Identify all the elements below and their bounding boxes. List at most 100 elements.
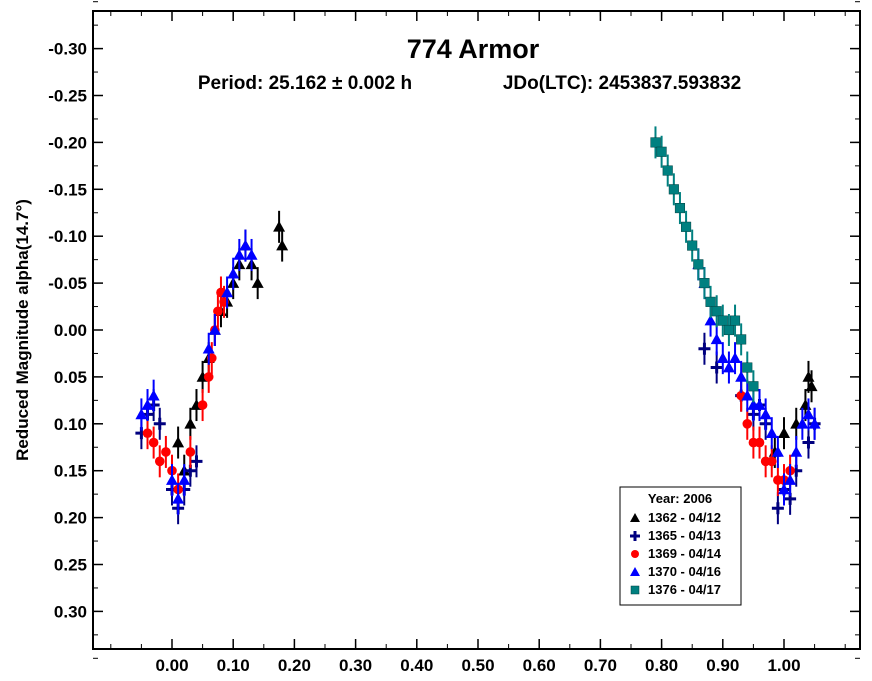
- x-tick-label: 0.50: [461, 656, 494, 675]
- data-point: [716, 352, 729, 363]
- series-4: [135, 229, 821, 515]
- data-point: [251, 277, 264, 288]
- data-point: [754, 437, 765, 448]
- y-tick-label: 0.05: [54, 368, 87, 387]
- data-point: [656, 146, 667, 157]
- data-point: [148, 437, 159, 448]
- data-point: [736, 334, 747, 345]
- legend-marker: [630, 513, 640, 522]
- data-point: [141, 399, 154, 410]
- x-tick-label: 0.80: [645, 656, 678, 675]
- data-point: [771, 502, 784, 515]
- y-tick-label: 0.25: [54, 556, 87, 575]
- data-point: [202, 342, 215, 354]
- data-point: [805, 380, 818, 392]
- data-point: [213, 306, 223, 317]
- data-point: [705, 296, 716, 307]
- data-point: [710, 333, 723, 345]
- data-point: [185, 447, 196, 457]
- data-point: [799, 399, 812, 410]
- legend-box: [619, 486, 742, 606]
- data-point: [245, 248, 258, 260]
- data-point: [802, 370, 815, 382]
- x-tick-label: 0.70: [584, 656, 617, 675]
- data-point: [693, 259, 704, 270]
- data-point: [239, 239, 252, 251]
- data-point: [742, 419, 753, 429]
- legend-entry-label: 1365 - 04/13: [648, 528, 721, 543]
- data-point: [741, 389, 754, 401]
- legend: Year: 2006 1362 - 04/12 1365 - 04/13 1369 -…: [619, 486, 742, 606]
- data-point: [808, 417, 821, 429]
- y-tick-label: 0.20: [54, 509, 87, 528]
- data-point: [197, 400, 208, 410]
- data-point: [178, 474, 191, 485]
- legend-entry-label: 1376 - 04/17: [648, 582, 721, 597]
- y-tick-label: -0.30: [48, 40, 87, 59]
- data-point: [135, 408, 148, 420]
- data-point: [729, 352, 742, 363]
- data-point: [771, 445, 784, 457]
- data-point: [778, 483, 790, 495]
- y-tick-label: 0.10: [54, 415, 87, 434]
- data-point: [699, 278, 710, 289]
- legend-entry-label: 1362 - 04/12: [648, 510, 721, 525]
- data-point: [674, 203, 686, 214]
- data-point: [784, 474, 797, 485]
- y-tick-label: 0.15: [54, 462, 87, 481]
- data-point: [766, 456, 777, 467]
- data-point: [203, 372, 214, 382]
- data-point: [161, 447, 171, 457]
- data-point: [729, 315, 741, 326]
- x-tick-label: 0.90: [706, 656, 739, 675]
- y-axis-label: Reduced Magnitude alpha(14.7°): [13, 199, 32, 461]
- data-point: [184, 417, 197, 429]
- data-point: [711, 306, 722, 317]
- data-point: [765, 427, 778, 438]
- data-point: [722, 361, 735, 373]
- x-tick-label: 0.00: [155, 656, 188, 675]
- x-tick-label: 1.00: [767, 656, 800, 675]
- y-tick-label: 0.00: [54, 321, 87, 340]
- data-point: [668, 184, 679, 195]
- data-point: [208, 324, 221, 335]
- data-point: [276, 239, 289, 251]
- y-tick-label: -0.05: [48, 274, 87, 293]
- data-point: [742, 362, 753, 373]
- data-point: [704, 314, 717, 326]
- data-point: [227, 267, 240, 279]
- data-point: [142, 428, 153, 438]
- data-point: [153, 417, 166, 430]
- data-point: [687, 240, 698, 251]
- series-3: [142, 276, 795, 506]
- data-point: [759, 408, 772, 420]
- x-tick-label: 0.10: [217, 656, 250, 675]
- data-point: [735, 370, 748, 382]
- x-tick-label: 0.30: [339, 656, 372, 675]
- x-tick-label: 0.40: [400, 656, 433, 675]
- data-point: [723, 324, 734, 336]
- x-tick-label: 0.20: [278, 656, 311, 675]
- x-tick-label: 0.60: [523, 656, 556, 675]
- data-point: [650, 137, 661, 148]
- y-tick-label: 0.30: [54, 602, 87, 621]
- data-point: [802, 436, 815, 449]
- data-point: [790, 445, 803, 457]
- chart-title: 774 Armor: [407, 34, 540, 64]
- y-tick-label: -0.10: [48, 227, 87, 246]
- epoch-subtitle: JDo(LTC): 2453837.593832: [503, 73, 741, 94]
- data-point: [778, 427, 790, 438]
- plot-frame: [92, 10, 861, 650]
- legend-marker: [630, 531, 640, 541]
- data-point: [147, 389, 160, 401]
- data-point: [698, 342, 711, 355]
- legend-marker: [631, 550, 639, 558]
- data-point: [166, 474, 178, 485]
- data-point: [796, 417, 809, 429]
- y-tick-label: -0.15: [48, 180, 87, 199]
- data-point: [681, 221, 692, 232]
- data-point: [748, 381, 759, 392]
- axes: -0.30 -0.25 -0.20 -0.15 -0.10 -0.05 0.00 0.05 0.…: [48, 1, 861, 675]
- data-points: [135, 126, 821, 525]
